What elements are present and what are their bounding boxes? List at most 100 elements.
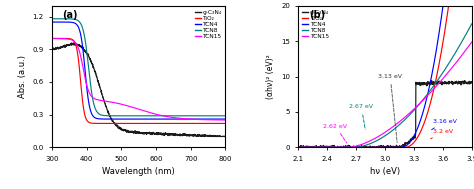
- TCN4: [295, 146, 301, 149]
- g-C₃N₄: [185, 134, 191, 136]
- TCN8: [401, 120, 406, 122]
- Text: (a): (a): [63, 10, 78, 20]
- TCN4: [170, 118, 176, 120]
- TCN4: [306, 146, 312, 149]
- TCN4: [406, 142, 411, 145]
- g-C₃N₄: [396, 146, 402, 148]
- TCN4: [49, 21, 55, 23]
- Text: 3.16 eV: 3.16 eV: [431, 119, 457, 130]
- TCN15: [427, 92, 433, 94]
- TCN8: [295, 146, 301, 149]
- TCN15: [401, 117, 406, 119]
- TiO₂: [188, 122, 193, 125]
- Line: TCN15: TCN15: [298, 42, 472, 147]
- TiO₂: [152, 122, 158, 125]
- TCN4: [440, 5, 446, 7]
- TCN15: [469, 41, 474, 43]
- g-C₃N₄: [296, 146, 302, 149]
- TCN4: [396, 146, 402, 149]
- g-C₃N₄: [306, 146, 312, 149]
- Y-axis label: (αhν)² (eV)²: (αhν)² (eV)²: [266, 54, 275, 99]
- TCN4: [119, 118, 125, 120]
- TCN15: [188, 118, 193, 120]
- TCN4: [427, 84, 433, 86]
- g-C₃N₄: [469, 81, 474, 84]
- TCN8: [126, 115, 131, 117]
- TCN4: [223, 118, 228, 120]
- TiO₂: [396, 146, 402, 149]
- TCN4: [445, 5, 451, 7]
- Line: TCN4: TCN4: [52, 22, 226, 119]
- Y-axis label: Abs. (a.u.): Abs. (a.u.): [18, 55, 27, 98]
- Line: TiO₂: TiO₂: [298, 6, 472, 147]
- TCN15: [168, 116, 174, 118]
- g-C₃N₄: [445, 81, 451, 84]
- TCN4: [188, 118, 193, 120]
- TCN8: [187, 115, 193, 117]
- TCN15: [184, 118, 190, 120]
- TCN15: [67, 38, 73, 40]
- Line: TCN4: TCN4: [298, 6, 472, 147]
- TiO₂: [119, 122, 125, 125]
- Line: TCN8: TCN8: [52, 19, 226, 116]
- TCN8: [223, 115, 228, 117]
- g-C₃N₄: [49, 47, 55, 50]
- TCN15: [126, 105, 131, 107]
- TCN8: [306, 146, 312, 149]
- TCN8: [119, 115, 125, 117]
- TiO₂: [406, 145, 411, 148]
- TiO₂: [446, 5, 451, 7]
- TCN4: [168, 118, 174, 120]
- TCN8: [406, 115, 411, 117]
- g-C₃N₄: [295, 145, 301, 147]
- Text: (b): (b): [309, 10, 325, 20]
- TiO₂: [295, 146, 301, 149]
- TCN4: [126, 118, 131, 120]
- g-C₃N₄: [429, 79, 435, 82]
- TCN8: [427, 90, 433, 92]
- Line: TCN15: TCN15: [52, 39, 226, 120]
- Legend: g-C₃N₄, TiO₂, TCN4, TCN8, TCN15: g-C₃N₄, TiO₂, TCN4, TCN8, TCN15: [193, 9, 223, 40]
- g-C₃N₄: [188, 134, 193, 136]
- TCN8: [469, 23, 474, 25]
- X-axis label: Wavelength (nm): Wavelength (nm): [102, 167, 175, 176]
- g-C₃N₄: [427, 81, 433, 83]
- TiO₂: [223, 122, 228, 125]
- TiO₂: [49, 37, 55, 40]
- TiO₂: [67, 38, 73, 40]
- Legend: g-C₃N₄, TiO₂, TCN4, TCN8, TCN15: g-C₃N₄, TiO₂, TCN4, TCN8, TCN15: [301, 9, 330, 40]
- Text: 2.62 eV: 2.62 eV: [323, 124, 347, 143]
- Text: 2.67 eV: 2.67 eV: [349, 105, 374, 129]
- TCN8: [188, 115, 193, 117]
- TiO₂: [469, 5, 474, 7]
- TCN8: [49, 18, 55, 20]
- TCN15: [306, 146, 312, 149]
- g-C₃N₄: [401, 146, 407, 148]
- g-C₃N₄: [406, 142, 412, 144]
- g-C₃N₄: [67, 44, 73, 46]
- TCN15: [396, 121, 402, 123]
- TCN4: [67, 21, 73, 23]
- g-C₃N₄: [119, 128, 125, 130]
- g-C₃N₄: [223, 135, 228, 138]
- Line: g-C₃N₄: g-C₃N₄: [52, 43, 226, 136]
- Line: g-C₃N₄: g-C₃N₄: [298, 81, 472, 147]
- TiO₂: [306, 146, 312, 149]
- TiO₂: [401, 146, 406, 149]
- TCN4: [469, 5, 474, 7]
- TiO₂: [185, 122, 191, 125]
- g-C₃N₄: [199, 135, 204, 138]
- TCN15: [445, 72, 450, 74]
- g-C₃N₄: [69, 42, 74, 44]
- TiO₂: [126, 122, 131, 125]
- TCN4: [401, 146, 406, 148]
- TCN15: [49, 37, 55, 40]
- TCN8: [445, 64, 450, 67]
- g-C₃N₄: [126, 130, 131, 132]
- TCN4: [185, 118, 191, 120]
- TCN8: [396, 124, 402, 126]
- Text: 3.13 eV: 3.13 eV: [378, 74, 402, 143]
- TCN8: [184, 115, 190, 117]
- TCN8: [67, 18, 73, 20]
- Text: 3.2 eV: 3.2 eV: [431, 129, 453, 139]
